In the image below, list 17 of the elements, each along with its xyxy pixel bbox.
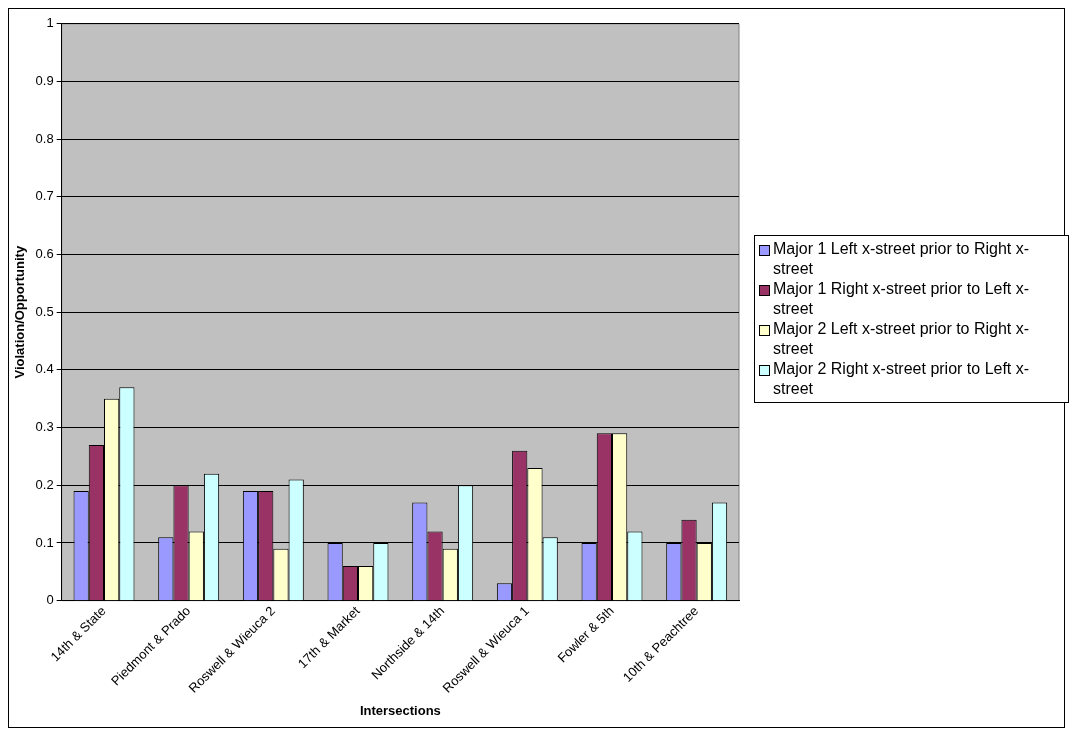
y-tick-label: 0.7 bbox=[35, 188, 54, 204]
x-axis-title: Intersections bbox=[359, 702, 441, 718]
y-tick-label: 0.6 bbox=[35, 246, 54, 262]
y-tick-label: 0.8 bbox=[35, 130, 54, 146]
y-tick-label: 0 bbox=[46, 592, 54, 608]
y-tick-label: 1 bbox=[46, 15, 54, 31]
legend-label: Major 2 Right x-street prior to Left x-street bbox=[773, 359, 1031, 399]
y-axis-title: Violation/Opportunity bbox=[12, 245, 28, 379]
legend-label: Major 2 Left x-street prior to Right x-street bbox=[773, 319, 1031, 359]
legend-label: Major 1 Left x-street prior to Right x-street bbox=[773, 239, 1031, 279]
y-tick-label: 0.2 bbox=[35, 476, 54, 492]
y-tick-label: 0.3 bbox=[35, 419, 54, 435]
y-tick-label: 0.4 bbox=[35, 361, 54, 377]
y-tick-label: 0.9 bbox=[35, 73, 54, 89]
y-tick-label: 0.1 bbox=[35, 534, 54, 550]
y-tick-label: 0.5 bbox=[35, 303, 54, 319]
legend-label: Major 1 Right x-street prior to Left x-street bbox=[773, 279, 1031, 319]
